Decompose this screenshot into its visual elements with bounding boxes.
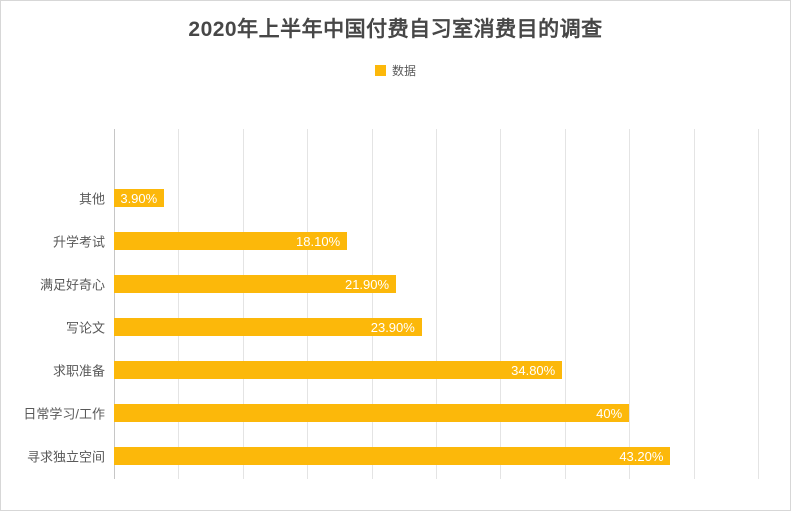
bar: 18.10% xyxy=(114,232,348,250)
bar-value-label: 34.80% xyxy=(511,362,556,378)
gridline xyxy=(242,129,244,479)
legend-label: 数据 xyxy=(391,64,416,78)
plot-area: 3.90% 其他 18.10% 升学考试 21.90% 满足好奇心 23.90% 写论文 34.… xyxy=(23,129,759,479)
category-label: 求职准备 xyxy=(52,363,105,379)
bar: 43.20% xyxy=(114,447,671,465)
bar-value-label: 23.90% xyxy=(370,319,415,335)
bar-value-label: 43.20% xyxy=(619,448,664,464)
gridline xyxy=(436,129,437,479)
bar: 3.90% xyxy=(114,189,165,207)
legend-swatch-icon xyxy=(374,65,386,76)
gridline xyxy=(693,129,695,479)
bar-value-label: 21.90% xyxy=(344,276,390,292)
chart-title: 2020年上半年中国付费自习室消费目的调查 xyxy=(188,18,603,41)
bar-value-label: 40% xyxy=(596,405,623,421)
bar: 40% xyxy=(114,404,630,422)
gridline xyxy=(500,129,502,479)
gridline xyxy=(758,129,759,479)
bar-value-label: 3.90% xyxy=(120,190,158,206)
gridline xyxy=(178,129,180,479)
gridline xyxy=(564,129,566,479)
bar-value-label: 18.10% xyxy=(296,233,341,249)
category-label: 升学考试 xyxy=(52,234,105,250)
category-label: 日常学习/工作 xyxy=(23,406,105,422)
legend: 数据 xyxy=(1,62,790,79)
category-label: 满足好奇心 xyxy=(39,277,105,293)
bar: 34.80% xyxy=(114,361,563,379)
category-label: 写论文 xyxy=(65,320,105,336)
y-axis-line xyxy=(114,129,115,479)
category-label: 寻求独立空间 xyxy=(26,449,105,465)
category-label: 其他 xyxy=(78,191,105,207)
bar: 21.90% xyxy=(114,275,397,293)
gridline xyxy=(371,129,373,479)
gridline xyxy=(307,129,309,479)
gridline xyxy=(629,129,631,479)
bar: 23.90% xyxy=(114,318,422,336)
